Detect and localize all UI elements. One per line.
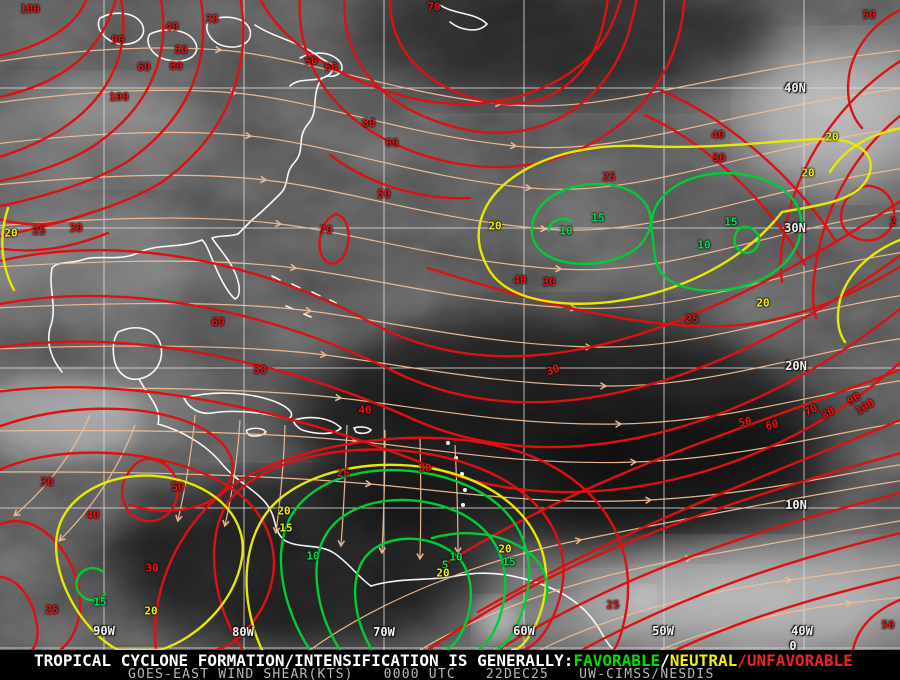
contour-label: 20 [144,604,158,618]
contour-label: 20 [801,166,815,180]
contour-label: 30 [418,461,432,475]
contour-label: 20 [277,504,291,518]
graticule-label: 40W [791,624,813,638]
contour-label: 15 [724,215,738,229]
contour-label: 40 [711,128,725,142]
contour-label: 20 [488,219,502,233]
contour-label: 40 [165,20,179,34]
banner-headline: TROPICAL CYCLONE FORMATION/INTENSIFICATI… [34,651,853,670]
slash-2: / [737,651,747,670]
contour-label: 15 [279,521,293,535]
graticule-label: 30N [784,221,806,235]
contour-label: 100 [20,2,40,16]
valid-time: 0000 UTC [383,667,456,680]
headline-prefix: TROPICAL CYCLONE FORMATION/INTENSIFICATI… [34,651,574,670]
contour-label: 10 [697,238,711,252]
map-overlay-graphics [0,0,900,650]
graticule-label: 90W [93,624,115,638]
valid-date: 22DEC25 [485,667,550,680]
contour-label: 30 [145,561,159,575]
contour-label: 10 [449,550,463,564]
unfavorable-label: UNFAVORABLE [746,651,853,670]
contour-label: 50 [253,363,267,377]
contours-green [75,171,803,650]
contour-label: 40 [358,403,372,417]
contour-label: 50 [377,187,391,201]
graticule-label: 20N [785,359,807,373]
graticule-label: 0 [789,639,797,653]
graticule-label: 10N [785,498,807,512]
contour-label: 70 [427,0,441,14]
contour-label: 30 [69,221,83,235]
contour-label: 10 [559,224,573,238]
banner-credit: GOES-EAST WIND SHEAR(KTS) 0000 UTC 22DEC25… [128,667,714,680]
contour-label: 25 [606,598,620,612]
contour-label: 15 [502,555,516,569]
contour-label: 20 [756,296,770,310]
neutral-label: NEUTRAL [669,651,738,670]
contour-label: 30 [40,475,54,489]
slash-1: / [660,651,670,670]
contour-label: 50 [881,618,895,632]
contour-label: 10 [306,549,320,563]
contour-label: 20 [4,226,18,240]
graticule-label: 70W [373,625,395,639]
contour-label: 90 [111,33,125,47]
satellite-wind-shear-map: 100 30 40 90 50 60 80 50 60 70 50 100 80 60 50 40 30 25 20… [0,0,900,653]
contour-label: 50 [737,414,753,430]
contour-label: 50 [862,8,876,22]
contour-label: 50 [304,54,318,68]
contour-label: 60 [137,60,151,74]
contour-label: 50 [174,43,188,57]
graticule-label: 50W [652,624,674,638]
contour-label: 80 [169,59,183,73]
contour-label: 5 [441,558,449,572]
contour-label: 25 [336,466,350,480]
contour-label: 30 [205,12,219,26]
contour-label: 25 [32,224,46,238]
graticule-label: 80W [232,625,254,639]
contour-label: 100 [109,90,129,104]
contours-yellow [1,127,900,650]
product-name: GOES-EAST WIND SHEAR(KTS) [128,667,354,680]
contours-red [0,0,900,650]
contour-label: 60 [385,136,399,150]
contour-label: 25 [602,170,616,184]
contour-label: 20 [825,130,839,144]
contour-label: 70 [319,223,333,237]
contour-label: 15 [93,595,107,609]
contour-label: 2 [889,215,897,229]
status-banner: TROPICAL CYCLONE FORMATION/INTENSIFICATI… [0,650,900,680]
contour-label: 40 [86,508,100,522]
contour-label: 20 [498,542,512,556]
contour-label: 60 [324,60,338,74]
source-credit: UW-CIMSS/NESDIS [579,667,715,680]
contour-label: 40 [513,273,527,287]
contour-label: 25 [685,312,699,326]
graticule-label: 40N [784,81,806,95]
contour-label: 25 [45,603,59,617]
contour-label: 30 [542,275,556,289]
contour-label: 50 [171,480,185,494]
contour-label: 20 [436,566,450,580]
contour-label: 60 [211,315,225,329]
contour-label: 30 [712,151,726,165]
contour-label: 60 [764,417,780,433]
graticule-label: 60W [513,624,535,638]
contour-label: 80 [362,116,376,130]
contour-label: 15 [591,211,605,225]
favorable-label: FAVORABLE [573,651,661,670]
